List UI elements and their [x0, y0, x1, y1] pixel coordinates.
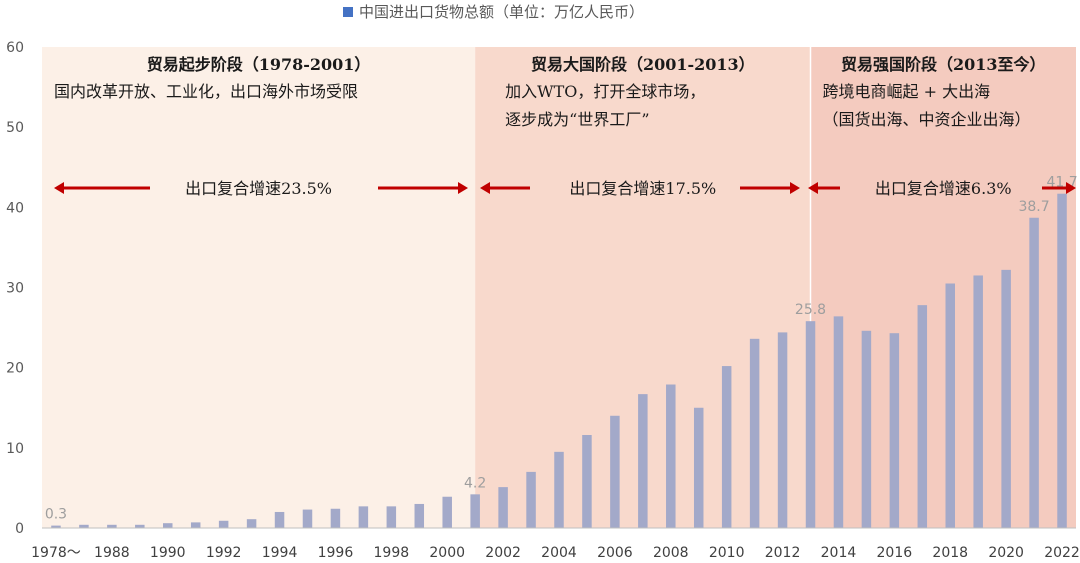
- phase-description: 国内改革开放、工业化，出口海外市场受限: [54, 82, 358, 101]
- bar-2020: [1001, 269, 1011, 528]
- legend-marker: [343, 7, 353, 17]
- bar-2012: [777, 332, 788, 528]
- y-tick-label: 60: [6, 40, 24, 56]
- arrow-left-icon: [54, 182, 150, 194]
- bar-2003: [526, 471, 536, 528]
- bar-1995: [302, 509, 313, 528]
- y-tick-label: 30: [6, 281, 24, 297]
- arrow-right-icon: [1042, 182, 1076, 194]
- arrow-left-icon: [480, 182, 530, 194]
- bar-1993: [246, 519, 257, 528]
- x-tick-label: 1996: [318, 545, 354, 561]
- bar-1988: [107, 524, 117, 528]
- bar-2019: [973, 275, 983, 528]
- x-tick-label: 2000: [429, 545, 465, 561]
- phase-title: 贸易强国阶段（2013至今）: [841, 55, 1046, 74]
- bar-1989: [135, 524, 145, 528]
- bar-2022: [1057, 193, 1067, 528]
- legend: 中国进出口货物总额（单位：万亿人民币）: [343, 3, 644, 21]
- x-tick-label: 1992: [206, 545, 242, 561]
- bar-2018: [945, 283, 955, 528]
- bar-1997: [358, 506, 369, 528]
- legend-label: 中国进出口货物总额（单位：万亿人民币）: [359, 3, 644, 21]
- bar-2002: [498, 487, 508, 528]
- x-tick-label: 1990: [150, 545, 186, 561]
- x-tick-label: 2002: [485, 545, 521, 561]
- growth-rate-label: 出口复合增速17.5%: [569, 179, 716, 198]
- x-tick-label: 2016: [877, 545, 913, 561]
- bar-2015: [861, 330, 872, 528]
- arrow-right-icon: [740, 182, 800, 194]
- bar-2017: [917, 305, 928, 528]
- bar-2016: [889, 333, 900, 528]
- x-tick-label: 2012: [765, 545, 801, 561]
- bars: [51, 193, 1067, 528]
- y-tick-label: 0: [15, 521, 24, 537]
- arrow-left-icon: [808, 182, 840, 194]
- x-tick-label: 2022: [1044, 545, 1080, 561]
- bar-2011: [749, 338, 760, 528]
- x-tick-label: 1988: [94, 545, 130, 561]
- x-tick-label: 1994: [262, 545, 298, 561]
- x-tick-label: 2018: [932, 545, 968, 561]
- y-tick-label: 10: [6, 441, 24, 457]
- bar-2000: [442, 496, 452, 528]
- growth-rate-label: 出口复合增速23.5%: [185, 179, 332, 198]
- bar-1987: [79, 524, 89, 528]
- x-tick-label: 2020: [988, 545, 1024, 561]
- data-label: 25.8: [795, 302, 826, 318]
- bar-2014: [833, 316, 844, 528]
- bar-2005: [582, 435, 592, 528]
- arrow-right-icon: [378, 182, 468, 194]
- bar-2008: [666, 384, 676, 528]
- bar-1992: [218, 520, 229, 528]
- x-tick-label: 2010: [709, 545, 745, 561]
- data-label: 38.7: [1018, 199, 1049, 215]
- bar-2006: [610, 415, 620, 528]
- phase-description: 逐步成为“世界工厂”: [505, 110, 649, 129]
- x-tick-label: 1998: [374, 545, 410, 561]
- bar-1978～: [51, 525, 61, 528]
- bar-1994: [274, 511, 285, 528]
- x-tick-label: 1978～: [31, 545, 81, 561]
- axes: 0 10 20 30 40 50 60 1978～ 1988 1990 1992 1994 1996 19…: [6, 40, 1080, 561]
- phase-description: 跨境电商崛起 + 大出海: [823, 82, 991, 101]
- bar-2013: [805, 321, 816, 528]
- phase-description: 加入WTO，打开全球市场，: [505, 82, 705, 101]
- phase-annotations: 贸易起步阶段（1978-2001） 国内改革开放、工业化，出口海外市场受限出口复合…: [54, 55, 1076, 198]
- x-tick-label: 2004: [541, 545, 577, 561]
- growth-rate-label: 出口复合增速6.3%: [875, 179, 1012, 198]
- bar-1998: [386, 506, 397, 528]
- phase-bg-1: [42, 47, 476, 528]
- bar-2010: [721, 366, 732, 528]
- phase-title: 贸易大国阶段（2001-2013）: [531, 55, 755, 74]
- y-tick-label: 20: [6, 361, 24, 377]
- y-tick-label: 50: [6, 120, 24, 136]
- bar-1999: [414, 503, 425, 528]
- bar-1991: [190, 522, 201, 528]
- phase-description: （国货出海、中资企业出海）: [823, 110, 1031, 129]
- bar-2007: [638, 394, 648, 528]
- bar-2001: [470, 494, 480, 528]
- phase-title: 贸易起步阶段（1978-2001）: [147, 55, 371, 74]
- x-tick-label: 2014: [821, 545, 857, 561]
- bar-2009: [693, 407, 704, 528]
- x-tick-label: 2008: [653, 545, 689, 561]
- x-tick-label: 2006: [597, 545, 633, 561]
- data-label: 0.3: [45, 507, 67, 523]
- bar-1990: [163, 523, 173, 528]
- bar-2021: [1029, 217, 1039, 528]
- data-label: 4.2: [464, 475, 486, 491]
- bar-2004: [554, 451, 564, 528]
- y-tick-label: 40: [6, 200, 24, 216]
- bar-1996: [330, 508, 341, 528]
